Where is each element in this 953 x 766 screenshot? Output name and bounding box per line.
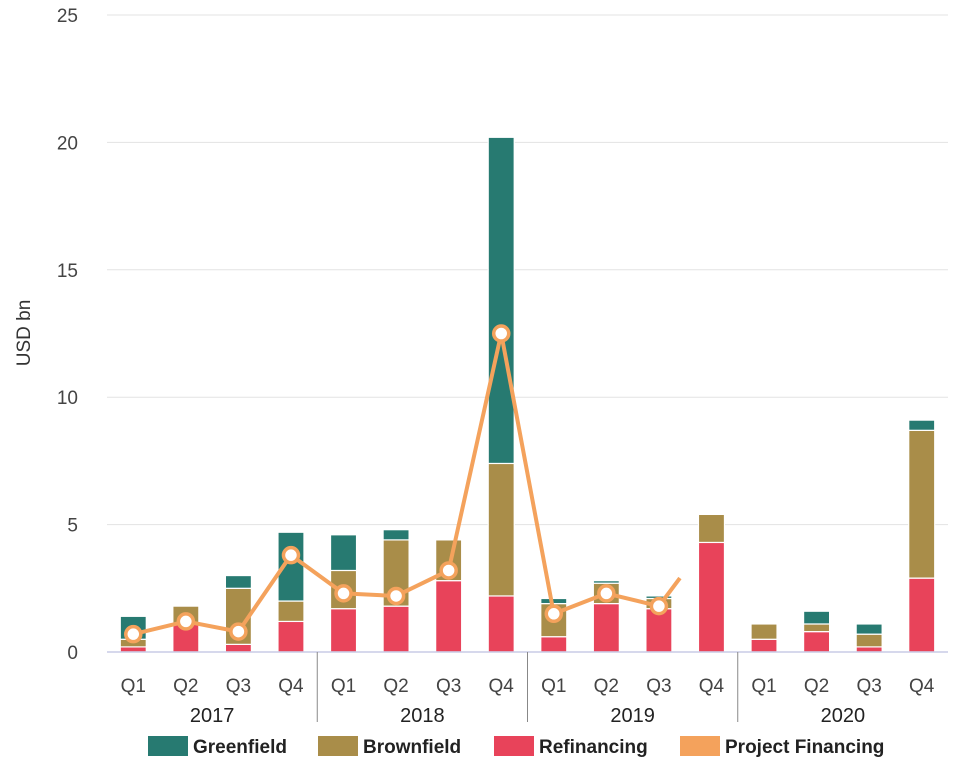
x-tick-label: Q1 — [331, 676, 356, 697]
legend-label: Project Financing — [725, 737, 884, 758]
bar-brownfield — [855, 633, 883, 648]
x-tick-label: Q4 — [909, 676, 935, 697]
project-financing-point — [334, 584, 353, 603]
bar-refinancing — [802, 631, 831, 653]
bar-refinancing — [540, 636, 568, 653]
bar-refinancing — [855, 646, 883, 653]
y-tick-label: 25 — [57, 6, 78, 27]
bar-refinancing — [435, 580, 463, 653]
x-tick-label: Q4 — [699, 676, 725, 697]
project-financing-point — [176, 612, 196, 631]
x-tick-label: Q1 — [121, 676, 146, 697]
bar-refinancing — [645, 608, 673, 653]
legend-label: Refinancing — [539, 737, 648, 758]
x-tick-label: Q1 — [541, 676, 566, 697]
legend-item: Project Financing — [680, 736, 884, 758]
y-tick-label: 0 — [67, 643, 78, 664]
bar-brownfield — [750, 623, 778, 640]
legend-swatch — [680, 736, 720, 756]
project-financing-point — [124, 624, 143, 644]
x-tick-label: Q3 — [646, 676, 671, 697]
bar-refinancing — [750, 638, 778, 653]
bars — [119, 136, 936, 653]
legend-label: Brownfield — [363, 737, 461, 758]
y-tick-label: 5 — [67, 516, 78, 537]
project-financing-line — [124, 324, 682, 644]
x-tick-label: Q2 — [173, 676, 198, 697]
legend-swatch — [148, 736, 188, 756]
y-tick-label: 20 — [57, 133, 78, 154]
bar-refinancing — [329, 608, 358, 653]
x-year-label: 2017 — [190, 705, 235, 727]
bar-brownfield — [277, 600, 305, 623]
bar-refinancing — [119, 646, 147, 653]
bar-brownfield — [697, 513, 726, 544]
x-tick-label: Q4 — [489, 676, 515, 697]
bar-greenfield — [224, 574, 253, 589]
x-tick-label: Q1 — [751, 676, 776, 697]
y-tick-label: 10 — [57, 388, 78, 409]
x-tick-label: Q3 — [856, 676, 881, 697]
bar-brownfield — [802, 623, 831, 633]
y-axis-label: USD bn — [14, 300, 35, 367]
x-tick-label: Q3 — [226, 676, 251, 697]
project-financing-point — [386, 586, 406, 606]
x-year-label: 2020 — [821, 705, 866, 727]
legend-swatch — [318, 736, 358, 756]
bar-brownfield — [908, 429, 936, 579]
project-financing-point — [544, 604, 564, 624]
project-financing-point — [281, 545, 301, 565]
bar-greenfield — [855, 623, 883, 635]
project-financing-point — [491, 324, 511, 343]
bar-refinancing — [382, 605, 410, 653]
y-axis-ticks: 0 5 10 15 20 25 — [57, 6, 78, 664]
bar-greenfield — [908, 419, 936, 431]
bar-greenfield — [802, 610, 831, 625]
bar-greenfield — [540, 597, 568, 605]
bar-brownfield — [487, 462, 515, 597]
x-tick-label: Q4 — [278, 676, 304, 697]
bar-refinancing — [592, 602, 620, 653]
legend-label: Greenfield — [193, 737, 287, 758]
x-tick-label: Q2 — [594, 676, 619, 697]
legend-swatch — [494, 736, 534, 756]
x-tick-label: Q3 — [436, 676, 461, 697]
legend: Greenfield Brownfield Refinancing Project F… — [148, 736, 884, 758]
bar-refinancing — [277, 620, 305, 653]
x-year-label: 2019 — [610, 705, 655, 727]
x-year-label: 2018 — [400, 705, 445, 727]
x-tick-label: Q2 — [804, 676, 829, 697]
x-axis: Q1 Q2 Q3 Q4 Q1 Q2 Q3 Q4 Q1 Q2 Q3 Q4 Q1 Q2 Q3 Q4 2017 2018… — [107, 651, 948, 727]
project-financing-point — [229, 622, 248, 641]
bar-greenfield — [382, 529, 410, 541]
project-financing-point — [597, 584, 616, 603]
gridlines — [107, 14, 948, 526]
bar-greenfield — [592, 580, 620, 584]
project-financing-point — [439, 561, 458, 580]
bar-greenfield — [487, 136, 515, 465]
bar-refinancing — [908, 577, 936, 653]
project-financing-point — [649, 596, 669, 616]
bar-refinancing — [224, 643, 253, 653]
x-tick-label: Q2 — [383, 676, 408, 697]
legend-item: Refinancing — [494, 736, 648, 758]
legend-item: Brownfield — [318, 736, 461, 758]
bar-refinancing — [487, 595, 515, 653]
bar-refinancing — [697, 541, 726, 653]
y-tick-label: 15 — [57, 261, 78, 282]
legend-item: Greenfield — [148, 736, 287, 758]
bar-greenfield — [329, 534, 358, 572]
